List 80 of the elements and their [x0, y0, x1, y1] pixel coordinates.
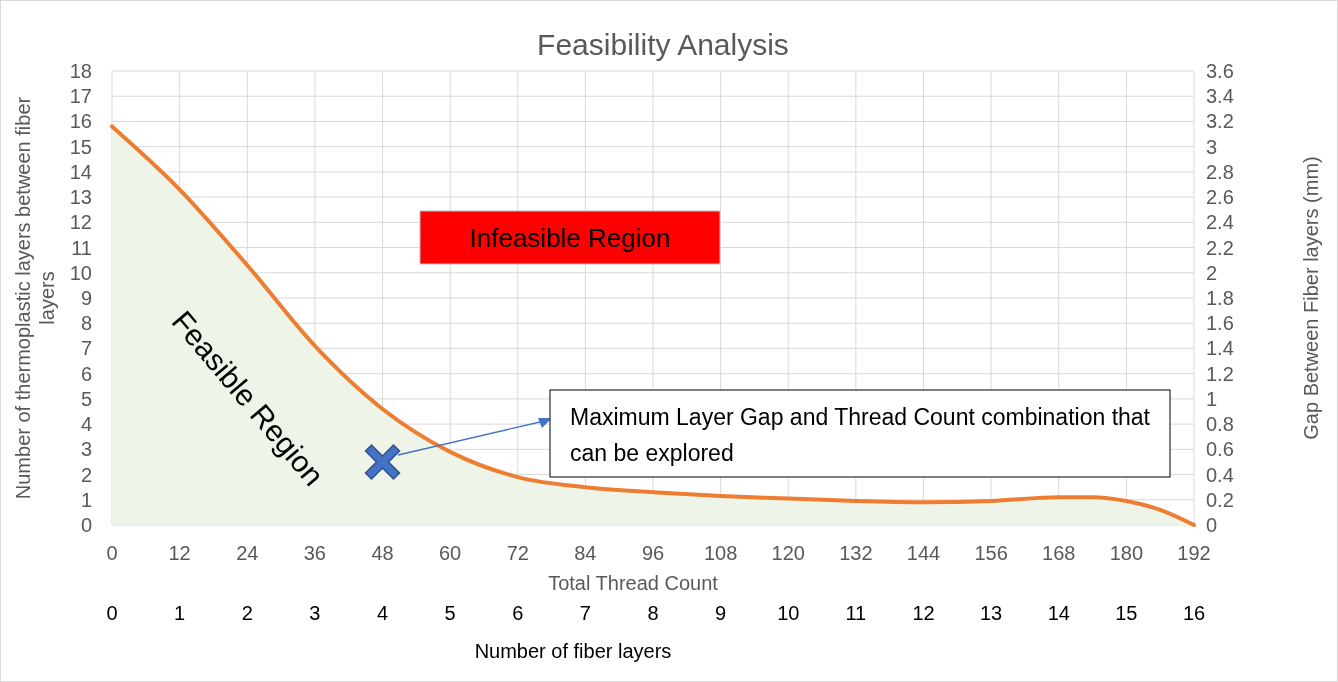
x-tick-label: 120 — [771, 542, 805, 564]
y2-tick-label: 0.6 — [1206, 438, 1234, 461]
x2-tick-label: 15 — [1115, 602, 1138, 624]
x2-tick-label: 16 — [1182, 602, 1206, 624]
x-tick-label: 180 — [1109, 542, 1144, 564]
x2-tick-label: 13 — [980, 602, 1003, 624]
annotation: Infeasible Region — [469, 223, 671, 253]
y2-tick-label: 1 — [1206, 387, 1218, 410]
x2-tick-label: 10 — [777, 602, 800, 624]
x-tick-label: 0 — [106, 542, 118, 564]
chart-title: Feasibility Analysis — [537, 28, 789, 61]
y2-tick-label: 0.8 — [1206, 413, 1234, 436]
x-tick-label: 144 — [906, 542, 941, 564]
y-tick-label: 9 — [80, 287, 92, 309]
y-tick-label: 6 — [80, 362, 92, 385]
y-tick-label: 16 — [69, 110, 92, 133]
y2-axis-title: Gap Between Fiber layers (mm) — [1300, 156, 1322, 440]
x2-tick-label: 9 — [715, 602, 727, 624]
y-tick-label: 18 — [69, 60, 92, 82]
annotation: Maximum Layer Gap and Thread Count combination that can be explored — [570, 404, 1151, 466]
x-tick-label: 156 — [974, 542, 1008, 564]
y-tick-label: 11 — [71, 236, 92, 259]
x2-axis-title: Number of fiber layers — [474, 640, 672, 662]
y2-tick-label: 2.8 — [1206, 160, 1234, 183]
y-tick-label: 14 — [69, 160, 92, 183]
x-tick-label: 60 — [439, 542, 462, 564]
y2-tick-label: 2.2 — [1206, 236, 1234, 259]
x2-tick-label: 7 — [579, 602, 591, 624]
x2-tick-label: 14 — [1047, 602, 1070, 624]
x-tick-label: 36 — [303, 542, 326, 564]
x2-tick-label: 8 — [647, 602, 659, 624]
x2-tick-label: 6 — [512, 602, 524, 624]
x2-tick-label: 3 — [309, 602, 321, 624]
y-tick-label: 15 — [69, 135, 92, 158]
y2-tick-label: 1.8 — [1206, 287, 1234, 309]
y2-tick-label: 2 — [1206, 261, 1218, 284]
x-tick-label: 24 — [236, 542, 259, 564]
x-tick-label: 48 — [371, 542, 394, 564]
x2-tick-label: 0 — [106, 602, 118, 624]
y2-tick-label: 2.4 — [1206, 211, 1234, 234]
y-tick-label: 4 — [80, 413, 92, 436]
x2-tick-label: 5 — [444, 602, 456, 624]
y-tick-label: 1 — [80, 488, 92, 511]
x-tick-label: 72 — [506, 542, 529, 564]
y-tick-label: 3 — [80, 438, 92, 461]
y-tick-label: 7 — [80, 337, 92, 360]
y-tick-label: 8 — [80, 312, 92, 335]
x2-tick-label: 1 — [174, 602, 186, 624]
y2-tick-label: 0.2 — [1206, 488, 1234, 511]
x-tick-label: 96 — [641, 542, 665, 564]
x-tick-label: 132 — [839, 542, 873, 564]
y2-tick-label: 1.6 — [1206, 312, 1234, 335]
y2-tick-label: 3 — [1206, 135, 1218, 158]
x2-tick-label: 2 — [241, 602, 253, 624]
y2-tick-label: 1.2 — [1206, 362, 1234, 385]
y-axis-title: Number of thermoplastic layers between fiber layers — [12, 96, 58, 500]
label-box: Infeasible Region — [419, 210, 721, 265]
y-tick-label: 12 — [69, 211, 92, 234]
y-tick-label: 0 — [80, 514, 92, 536]
x-axis-title: Total Thread Count — [548, 572, 719, 594]
y-tick-label: 2 — [80, 463, 92, 486]
x-tick-label: 192 — [1177, 542, 1211, 564]
y2-tick-label: 1.4 — [1206, 337, 1234, 360]
y-tick-label: 10 — [69, 261, 92, 284]
x-tick-label: 168 — [1042, 542, 1076, 564]
x-tick-label: 84 — [574, 542, 597, 564]
y-tick-label: 13 — [69, 186, 92, 209]
y2-tick-label: 3.2 — [1206, 110, 1234, 133]
x2-tick-label: 4 — [376, 602, 389, 624]
y2-tick-label: 0.4 — [1206, 463, 1234, 486]
y2-tick-label: 3.4 — [1206, 85, 1234, 108]
x2-tick-label: 11 — [845, 602, 867, 624]
y-tick-label: 5 — [80, 387, 92, 410]
x-tick-label: 108 — [703, 542, 738, 564]
x2-tick-label: 12 — [912, 602, 935, 624]
x-tick-label: 12 — [168, 542, 191, 564]
y2-tick-label: 2.6 — [1206, 186, 1234, 209]
y2-tick-label: 0 — [1206, 514, 1218, 536]
y-tick-label: 17 — [69, 85, 92, 108]
y2-tick-label: 3.6 — [1206, 60, 1234, 82]
